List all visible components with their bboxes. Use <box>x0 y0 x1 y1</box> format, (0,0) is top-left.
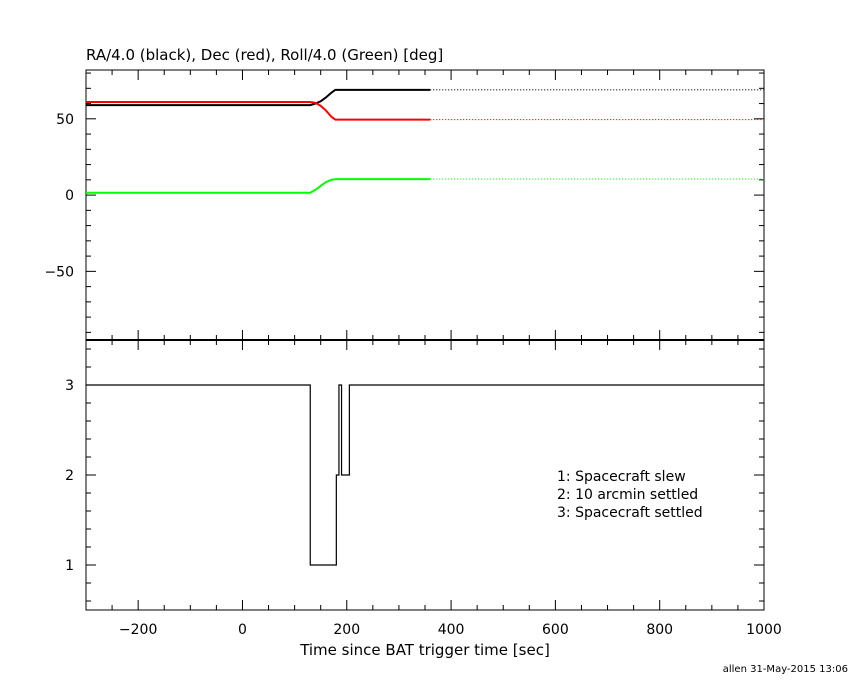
legend-item-slew: 1: Spacecraft slew <box>557 469 686 485</box>
legend-item-settled: 3: Spacecraft settled <box>557 505 703 521</box>
top-y-tick-label: 0 <box>65 188 74 204</box>
footer-credit: allen 31-May-2015 13:06 <box>723 664 848 675</box>
top-panel-frame <box>85 69 765 341</box>
x-tick-label: 1000 <box>746 622 782 638</box>
bottom-y-tick-label: 2 <box>65 468 74 484</box>
bottom-y-tick-label: 3 <box>65 378 74 394</box>
top-y-tick-label: −50 <box>44 264 74 280</box>
top-series-2-line <box>86 178 431 194</box>
x-tick-label: 200 <box>333 622 360 638</box>
x-tick-label: 800 <box>646 622 673 638</box>
x-axis-label: Time since BAT trigger time [sec] <box>299 641 550 659</box>
top-panel: −50 0 50 <box>44 69 765 341</box>
bottom-y-tick-label: 1 <box>65 558 74 574</box>
x-axis-tick-labels: −200 0 200 400 600 800 1000 <box>119 622 782 638</box>
status-legend: 1: Spacecraft slew 2: 10 arcmin settled … <box>557 469 703 521</box>
x-tick-label: −200 <box>119 622 157 638</box>
x-tick-label: 600 <box>542 622 569 638</box>
top-series-0-line <box>86 88 431 107</box>
bottom-series-0-line <box>86 384 764 566</box>
legend-item-10-arcmin: 2: 10 arcmin settled <box>557 487 698 503</box>
x-tick-label: 400 <box>438 622 465 638</box>
top-y-tick-label: 50 <box>56 112 74 128</box>
x-tick-label: 0 <box>238 622 247 638</box>
top-series-1-line <box>86 101 431 121</box>
bottom-panel: 1 2 3 <box>65 339 765 611</box>
top-panel-title: RA/4.0 (black), Dec (red), Roll/4.0 (Gre… <box>86 46 443 64</box>
